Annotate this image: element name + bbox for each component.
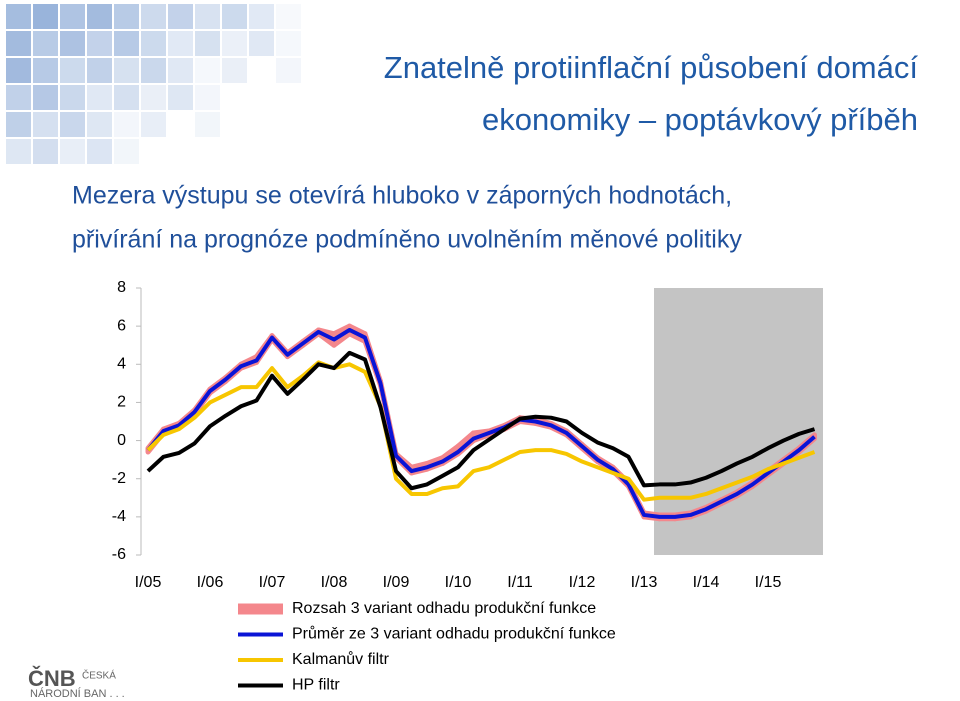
x-tick-label: I/12 [569, 574, 596, 591]
mosaic-tile [6, 58, 31, 83]
logo-text: ČESKÁ [82, 669, 116, 682]
series-line [146, 350, 816, 491]
mosaic-tile [195, 4, 220, 29]
mosaic-tile [60, 58, 85, 83]
mosaic-tile [168, 85, 193, 110]
x-tick-label: I/14 [693, 574, 720, 591]
y-tick-label: -2 [112, 470, 126, 487]
mosaic-tile [168, 4, 193, 29]
y-tick-label: 0 [117, 432, 126, 449]
mosaic-tile [249, 4, 274, 29]
mosaic-tile [87, 112, 112, 137]
mosaic-tile [6, 4, 31, 29]
mosaic-tile [114, 112, 139, 137]
mosaic-tile [114, 4, 139, 29]
mosaic [6, 4, 301, 164]
subtitle-line: přivírání na prognóze podmíněno uvolnění… [72, 226, 742, 254]
mosaic-tile [87, 139, 112, 164]
mosaic-tile [141, 31, 166, 56]
mosaic-tile [87, 31, 112, 56]
mosaic-tile [168, 31, 193, 56]
y-tick-label: 4 [117, 356, 126, 373]
mosaic-tile [276, 4, 301, 29]
y-tick-label: -6 [112, 546, 126, 563]
mosaic-tile [276, 31, 301, 56]
y-tick-label: 8 [117, 279, 126, 296]
mosaic-tile [6, 31, 31, 56]
x-tick-label: I/09 [383, 574, 410, 591]
mosaic-tile [33, 31, 58, 56]
y-tick-label: -4 [112, 508, 126, 525]
x-tick-label: I/13 [631, 574, 658, 591]
mosaic-tile [141, 4, 166, 29]
series-line [146, 327, 816, 519]
x-tick-label: I/07 [259, 574, 286, 591]
mosaic-tile [60, 85, 85, 110]
mosaic-tile [114, 58, 139, 83]
x-tick-label: I/06 [197, 574, 224, 591]
x-tick-label: I/10 [445, 574, 472, 591]
mosaic-tile [33, 139, 58, 164]
y-tick-label: 6 [117, 317, 126, 334]
mosaic-tile [87, 58, 112, 83]
legend-label: Rozsah 3 variant odhadu produkční funkce [292, 600, 596, 617]
mosaic-tile [276, 58, 301, 83]
logo-text: NÁRODNÍ BAN . . . [30, 687, 125, 700]
y-tick-label: 2 [117, 394, 126, 411]
mosaic-tile [114, 31, 139, 56]
mosaic-tile [87, 85, 112, 110]
x-tick-label: I/11 [507, 574, 533, 591]
mosaic-tile [114, 85, 139, 110]
mosaic-tile [33, 112, 58, 137]
mosaic-tile [141, 112, 166, 137]
title-line: Znatelně protiinflační působení domácí [384, 50, 919, 85]
logo-mark: ČNB [28, 666, 76, 691]
mosaic-tile [141, 85, 166, 110]
mosaic-tile [195, 58, 220, 83]
legend-label: Kalmanův filtr [292, 650, 390, 668]
mosaic-tile [141, 58, 166, 83]
series-line [146, 360, 816, 502]
mosaic-tile [195, 85, 220, 110]
legend-label: Průměr ze 3 variant odhadu produkční fun… [292, 625, 616, 643]
legend-label: HP filtr [292, 677, 340, 694]
mosaic-tile [249, 31, 274, 56]
mosaic-tile [33, 85, 58, 110]
mosaic-tile [168, 58, 193, 83]
mosaic-tile [195, 112, 220, 137]
mosaic-tile [33, 58, 58, 83]
mosaic-tile [60, 4, 85, 29]
mosaic-tile [114, 139, 139, 164]
mosaic-tile [195, 31, 220, 56]
mosaic-tile [60, 112, 85, 137]
x-tick-label: I/05 [135, 574, 162, 591]
mosaic-tile [60, 139, 85, 164]
mosaic-tile [6, 139, 31, 164]
mosaic-tile [6, 112, 31, 137]
x-tick-label: I/08 [321, 574, 348, 591]
mosaic-tile [60, 31, 85, 56]
mosaic-tile [6, 85, 31, 110]
mosaic-tile [222, 4, 247, 29]
title-line: ekonomiky – poptávkový příběh [482, 102, 918, 137]
mosaic-tile [87, 4, 112, 29]
subtitle-line: Mezera výstupu se otevírá hluboko v zápo… [72, 182, 732, 210]
mosaic-tile [222, 58, 247, 83]
mosaic-tile [33, 4, 58, 29]
mosaic-tile [222, 31, 247, 56]
x-tick-label: I/15 [755, 574, 782, 591]
forecast-shade [654, 288, 823, 555]
